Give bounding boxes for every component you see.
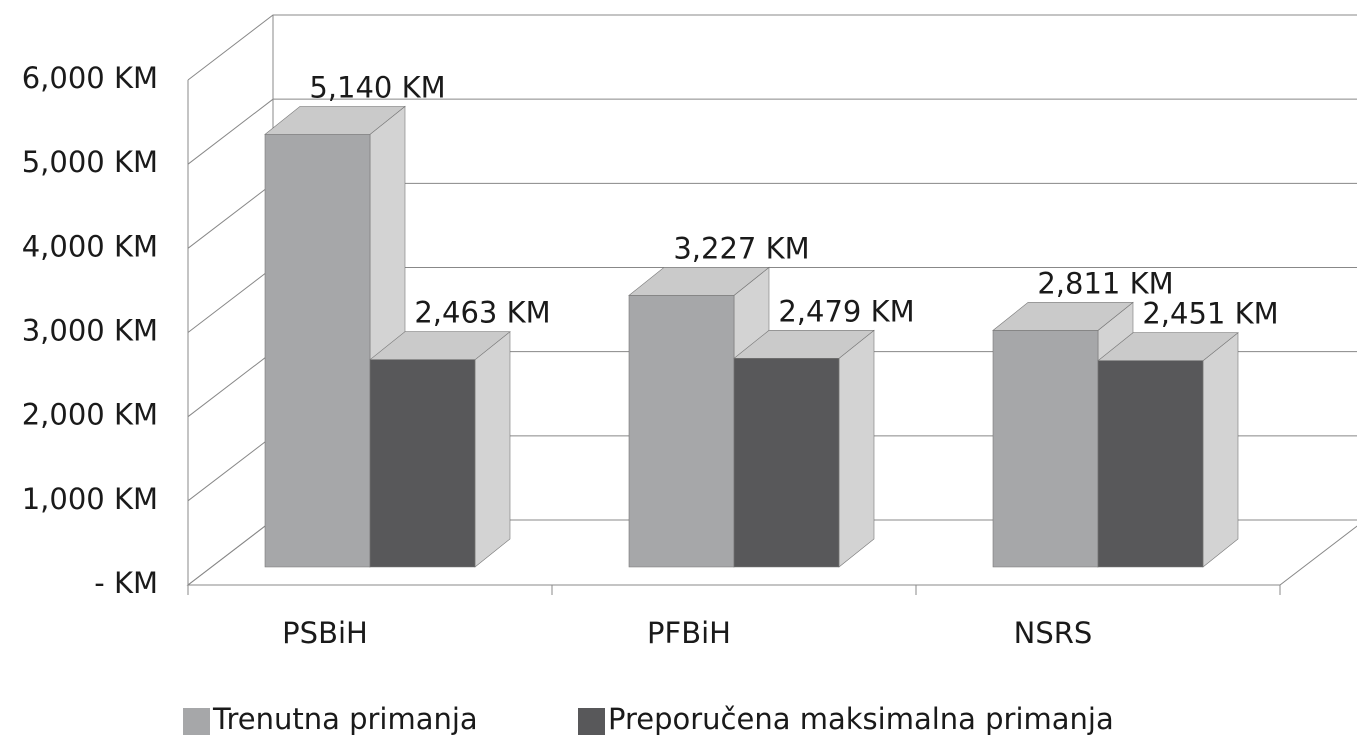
data-label: 2,811 KM <box>1037 266 1173 300</box>
bar-front <box>733 358 840 568</box>
bar-side <box>838 329 875 568</box>
y-tick-label: 6,000 KM <box>22 61 158 95</box>
data-label: 2,479 KM <box>778 294 914 328</box>
bar-front <box>369 359 476 568</box>
y-tick-label: 5,000 KM <box>22 145 158 179</box>
legend-swatch <box>578 708 605 735</box>
data-label: 2,463 KM <box>414 296 550 330</box>
legend-label: Preporučena maksimalna primanja <box>608 702 1114 736</box>
bar <box>369 331 511 568</box>
bar-front <box>628 295 735 568</box>
y-tick-label: - KM <box>94 566 158 600</box>
data-label: 2,451 KM <box>1142 297 1278 331</box>
x-tick-label: NSRS <box>1014 616 1093 650</box>
legend-label: Trenutna primanja <box>212 702 478 736</box>
bar-front <box>264 134 371 568</box>
bar-side <box>474 331 511 568</box>
x-tick-label: PSBiH <box>282 616 368 650</box>
data-label: 3,227 KM <box>673 231 809 265</box>
grid-line <box>187 98 1357 165</box>
bar <box>1097 332 1239 568</box>
grid-line <box>187 14 1357 81</box>
bar-front <box>1097 360 1204 568</box>
data-label: 5,140 KM <box>309 70 445 104</box>
y-tick-label: 3,000 KM <box>22 314 158 348</box>
bar-side <box>1202 332 1239 568</box>
bar <box>733 329 875 568</box>
bar-front <box>992 330 1099 568</box>
legend-swatch <box>183 708 210 735</box>
y-tick-label: 4,000 KM <box>22 229 158 263</box>
y-tick-label: 1,000 KM <box>22 482 158 516</box>
x-tick-label: PFBiH <box>647 616 731 650</box>
y-tick-label: 2,000 KM <box>22 398 158 432</box>
